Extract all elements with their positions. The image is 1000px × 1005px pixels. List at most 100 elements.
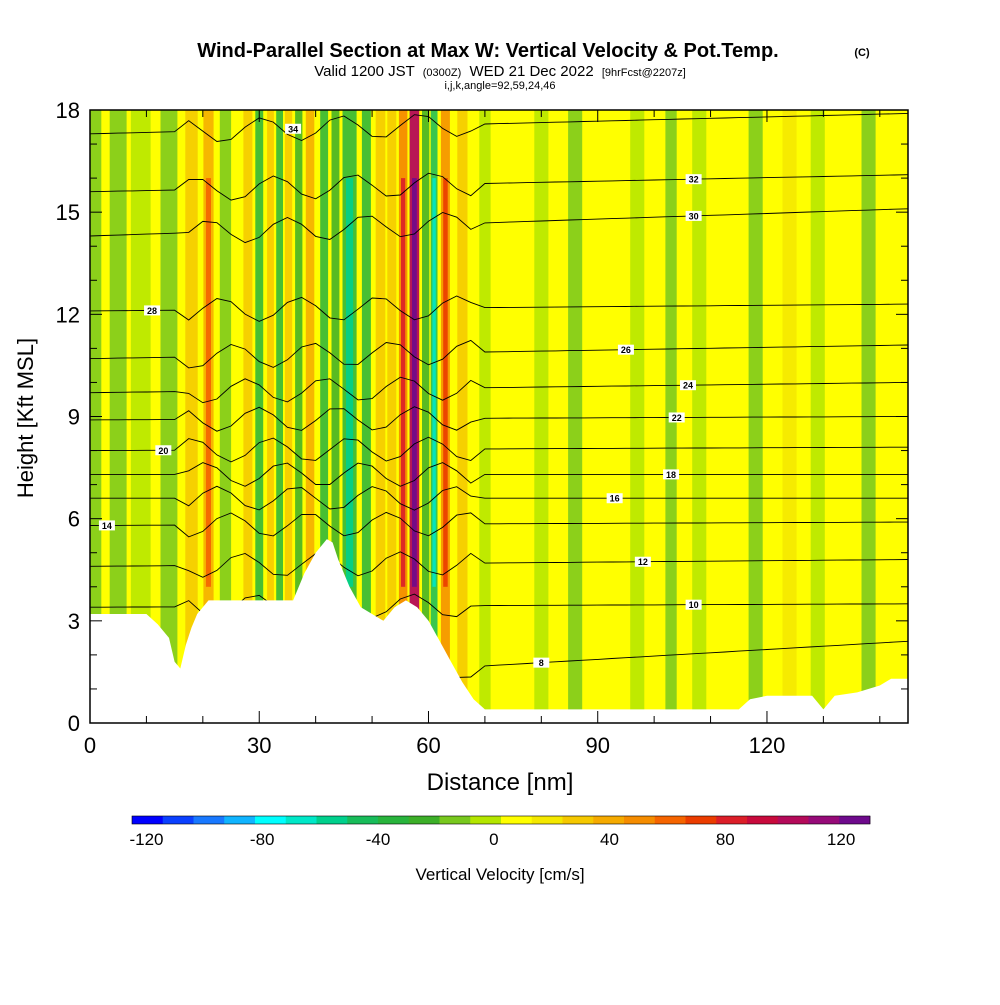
x-tick-label: 60	[416, 733, 440, 758]
colorbar-swatch	[747, 816, 779, 824]
theta-contour	[90, 406, 908, 432]
x-axis-label: Distance [nm]	[427, 769, 574, 796]
velocity-band	[320, 110, 329, 723]
x-tick-label: 30	[247, 733, 271, 758]
contour-label-bg	[155, 445, 172, 456]
velocity-band	[782, 110, 797, 723]
contour-label: 24	[683, 381, 693, 391]
velocity-band	[130, 110, 151, 723]
contour-label: 10	[689, 600, 699, 610]
contour-label: 22	[672, 413, 682, 423]
theta-contour	[90, 208, 908, 244]
velocity-band	[267, 110, 274, 723]
velocity-band	[243, 110, 253, 723]
colorbar-swatch	[839, 816, 871, 824]
colorbar-swatch	[685, 816, 717, 824]
velocity-band	[185, 110, 198, 723]
colorbar-swatch	[378, 816, 410, 824]
colorbar-tick-label: -40	[366, 830, 391, 849]
velocity-band	[422, 110, 430, 723]
y-tick-label: 6	[68, 507, 80, 532]
colorbar-frame	[131, 815, 871, 825]
colorbar-swatch	[777, 816, 809, 824]
colorbar-swatch	[132, 816, 164, 824]
colorbar-swatch	[624, 816, 656, 824]
x-tick-label: 90	[585, 733, 609, 758]
velocity-band	[748, 110, 763, 723]
contour-label: 32	[689, 175, 699, 185]
colorbar: -120 -80 -40 0 40 80 120	[129, 815, 871, 849]
contour-label-bg	[144, 305, 161, 316]
velocity-band	[160, 110, 178, 723]
theta-contours: 8 10 12 14 16 18 20 22 24 26 28 30 32 34	[90, 112, 908, 693]
y-tick-label: 3	[68, 609, 80, 634]
colorbar-swatch	[347, 816, 379, 824]
chart-subtitle: Valid 1200 JST (0300Z) WED 21 Dec 2022 […	[314, 63, 686, 80]
colorbar-tick-label: 80	[716, 830, 735, 849]
colorbar-swatch	[439, 816, 471, 824]
terrain	[90, 539, 908, 723]
colorbar-swatch	[316, 816, 348, 824]
velocity-band-core	[412, 178, 417, 587]
y-tick-label: 0	[68, 711, 80, 736]
contour-label-bg	[285, 123, 302, 134]
velocity-band	[387, 110, 397, 723]
colorbar-swatch	[255, 816, 287, 824]
contour-label-bg	[98, 520, 115, 531]
colorbar-swatch	[654, 816, 686, 824]
theta-contour	[90, 112, 908, 142]
contour-label-bg	[685, 174, 702, 185]
velocity-band	[630, 110, 645, 723]
velocity-band	[284, 110, 293, 723]
velocity-band	[602, 110, 617, 723]
velocity-band-core	[432, 178, 436, 587]
colorbar-tick-label: -80	[250, 830, 275, 849]
plot-area: 8 10 12 14 16 18 20 22 24 26 28 30 32 34	[90, 110, 908, 723]
contour-label: 20	[158, 446, 168, 456]
colorbar-label: Vertical Velocity [cm/s]	[415, 865, 584, 884]
colorbar-swatch	[593, 816, 625, 824]
subtitle-date: WED 21 Dec 2022	[469, 63, 593, 80]
contour-label-bg	[634, 556, 651, 567]
colorbar-tick-label: 0	[489, 830, 498, 849]
subtitle-params: i,j,k,angle=92,59,24,46	[444, 80, 555, 92]
colorbar-swatch	[224, 816, 256, 824]
contour-label-bg	[679, 380, 696, 391]
colorbar-swatch	[193, 816, 225, 824]
colorbar-swatch	[285, 816, 317, 824]
theta-contour	[90, 436, 908, 463]
velocity-band-core	[401, 178, 406, 587]
theta-contour	[90, 551, 908, 578]
theta-contour	[90, 172, 908, 201]
theta-contour	[90, 376, 908, 404]
contour-label-bg	[668, 412, 685, 423]
axes: 0 30 60 90 120 0 3 6 9 12 15 18	[56, 98, 908, 758]
contour-label: 34	[288, 124, 298, 134]
contour-label: 18	[666, 470, 676, 480]
colorbar-swatch	[808, 816, 840, 824]
velocity-band-core	[205, 178, 211, 587]
y-tick-label: 9	[68, 405, 80, 430]
y-axis-label: Height [Kft MSL]	[13, 338, 38, 498]
velocity-band	[219, 110, 232, 723]
colorbar-swatch	[470, 816, 502, 824]
contour-label: 26	[621, 345, 631, 355]
theta-contour	[90, 339, 908, 369]
velocity-band	[692, 110, 707, 723]
y-tick-label: 18	[56, 98, 80, 123]
contour-label: 30	[689, 211, 699, 221]
subtitle-main: Valid 1200 JST	[314, 63, 414, 80]
contour-label-bg	[606, 493, 623, 504]
contour-label: 8	[539, 658, 544, 668]
velocity-band	[714, 110, 729, 723]
subtitle-utc: (0300Z)	[423, 67, 462, 79]
velocity-band	[457, 110, 468, 723]
velocity-band	[506, 110, 521, 723]
velocity-band	[331, 110, 340, 723]
velocity-band	[276, 110, 283, 723]
velocity-band	[361, 110, 371, 723]
x-tick-label: 0	[84, 733, 96, 758]
velocity-band-core	[443, 178, 448, 587]
velocity-band	[305, 110, 315, 723]
